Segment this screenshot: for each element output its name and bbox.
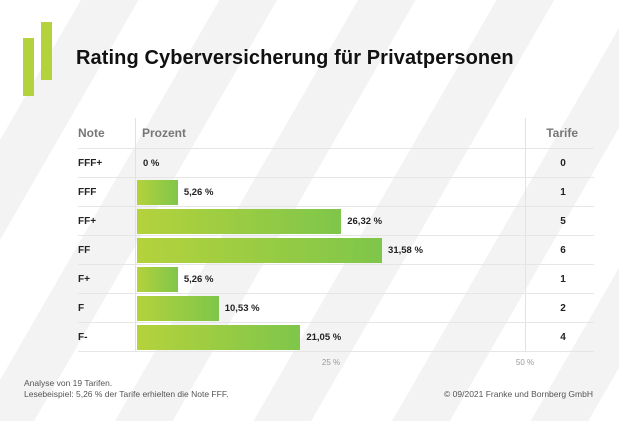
x-tick-label: 50 % bbox=[515, 358, 535, 367]
percent-bar bbox=[137, 238, 383, 263]
tarife-count: 1 bbox=[560, 187, 566, 198]
rating-label: F bbox=[78, 303, 85, 314]
divider-prozent-tarife bbox=[525, 118, 526, 351]
table-row: FF+ 26,32 % 5 bbox=[78, 207, 594, 236]
percent-bar bbox=[137, 296, 219, 321]
percent-label: 21,05 % bbox=[306, 332, 342, 343]
percent-label: 31,58 % bbox=[388, 245, 423, 256]
footer-analysis: Analyse von 19 Tarifen. bbox=[24, 378, 113, 388]
percent-bar bbox=[137, 180, 178, 205]
table-row: F+ 5,26 % 1 bbox=[78, 265, 594, 294]
rating-label: F- bbox=[78, 332, 88, 343]
table-row: FF 31,58 % 6 bbox=[78, 236, 594, 265]
percent-bar bbox=[137, 267, 178, 292]
table-row: F- 21,05 % 4 bbox=[78, 323, 594, 352]
percent-bar bbox=[137, 325, 301, 350]
row-divider bbox=[78, 177, 594, 178]
footer-notes: Analyse von 19 Tarifen. Lesebeispiel: 5,… bbox=[24, 378, 228, 400]
row-divider bbox=[78, 206, 594, 207]
header-divider bbox=[78, 148, 594, 149]
x-tick-label: 25 % bbox=[321, 358, 341, 367]
tarife-count: 0 bbox=[560, 158, 566, 169]
percent-label: 26,32 % bbox=[347, 216, 383, 227]
tarife-count: 2 bbox=[560, 303, 566, 314]
tarife-count: 1 bbox=[560, 274, 566, 285]
table-row: FFF 5,26 % 1 bbox=[78, 178, 594, 207]
divider-note-prozent bbox=[135, 118, 136, 351]
rating-label: FF bbox=[78, 245, 91, 256]
rating-label: F+ bbox=[78, 274, 90, 285]
chart-title: Rating Cyberversicherung für Privatperso… bbox=[76, 47, 514, 69]
percent-bar bbox=[137, 209, 342, 234]
logo-bar-right bbox=[41, 22, 52, 80]
percent-label: 5,26 % bbox=[183, 274, 214, 285]
logo-bar-left bbox=[23, 38, 34, 96]
percent-label: 5,26 % bbox=[183, 187, 214, 198]
rating-label: FFF+ bbox=[78, 158, 103, 169]
rating-label: FFF bbox=[78, 187, 97, 198]
table-row: FFF+ 0 % 0 bbox=[78, 149, 594, 178]
row-divider bbox=[78, 235, 594, 236]
footer-copyright: © 09/2021 Franke und Bornberg GmbH bbox=[444, 389, 593, 399]
percent-label: 10,53 % bbox=[224, 303, 260, 314]
header-prozent: Prozent bbox=[142, 126, 187, 140]
rating-label: FF+ bbox=[78, 216, 97, 227]
row-divider bbox=[78, 293, 594, 294]
header-tarife: Tarife bbox=[546, 126, 578, 140]
tarife-count: 5 bbox=[560, 216, 566, 227]
percent-label: 0 % bbox=[143, 158, 160, 169]
row-divider bbox=[78, 264, 594, 265]
brand-logo bbox=[23, 22, 53, 96]
tarife-count: 6 bbox=[560, 245, 566, 256]
row-divider bbox=[78, 322, 594, 323]
footer-example: Lesebeispiel: 5,26 % der Tarife erhielte… bbox=[24, 389, 229, 399]
table-row: F 10,53 % 2 bbox=[78, 294, 594, 323]
header-note: Note bbox=[78, 126, 105, 140]
row-divider bbox=[78, 351, 594, 352]
tarife-count: 4 bbox=[560, 332, 566, 343]
